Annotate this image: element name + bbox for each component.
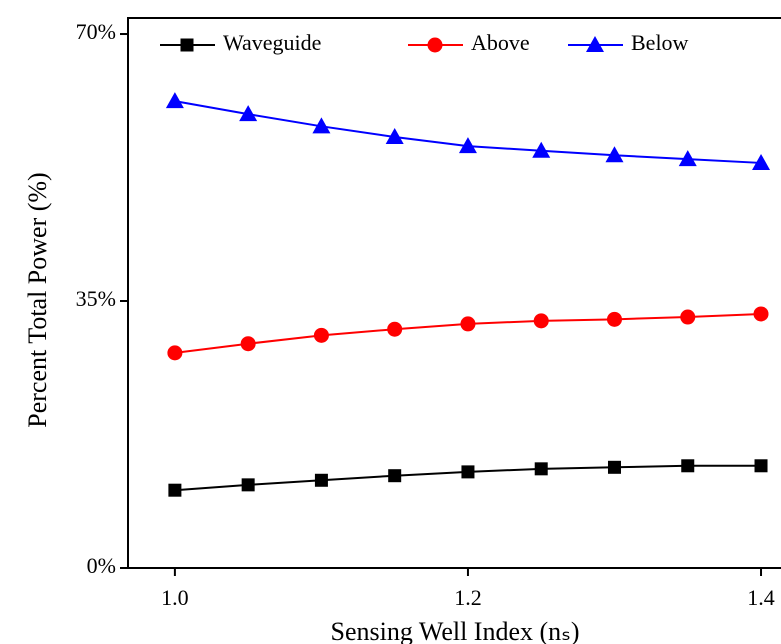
marker: [458, 137, 477, 154]
series-line: [174, 100, 762, 164]
marker: [607, 460, 621, 474]
marker: [753, 306, 769, 322]
marker: [534, 462, 548, 476]
marker: [605, 146, 624, 163]
marker: [533, 313, 549, 329]
legend-marker: [427, 37, 443, 53]
marker: [678, 150, 697, 167]
y-axis-label: Percent Total Power (%): [23, 172, 52, 427]
marker: [532, 141, 551, 158]
x-tick-label: 1.0: [161, 585, 189, 610]
legend-label: Waveguide: [223, 30, 321, 55]
legend-label: Below: [631, 30, 689, 55]
x-tick-label: 1.4: [747, 585, 775, 610]
marker: [460, 316, 476, 332]
marker: [681, 459, 695, 473]
marker: [754, 459, 768, 473]
marker: [461, 465, 475, 479]
marker: [606, 311, 622, 327]
marker: [241, 478, 255, 492]
y-tick-label: 70%: [76, 19, 116, 44]
marker: [385, 128, 404, 145]
plot-frame: [127, 17, 781, 569]
marker: [165, 92, 184, 109]
legend-marker: [180, 38, 194, 52]
marker: [752, 153, 771, 170]
x-axis-label: Sensing Well Index (nₛ): [330, 617, 579, 644]
marker: [168, 483, 182, 497]
legend-marker: [586, 36, 604, 52]
marker: [387, 321, 403, 337]
y-tick-label: 0%: [87, 553, 116, 578]
x-tick-label: 1.2: [454, 585, 482, 610]
marker: [314, 473, 328, 487]
y-tick-label: 35%: [76, 286, 116, 311]
legend-label: Above: [471, 30, 530, 55]
marker: [680, 309, 696, 325]
marker: [167, 345, 183, 361]
marker: [388, 469, 402, 483]
marker: [240, 336, 256, 352]
marker: [313, 327, 329, 343]
marker: [312, 117, 331, 134]
marker: [239, 105, 258, 122]
